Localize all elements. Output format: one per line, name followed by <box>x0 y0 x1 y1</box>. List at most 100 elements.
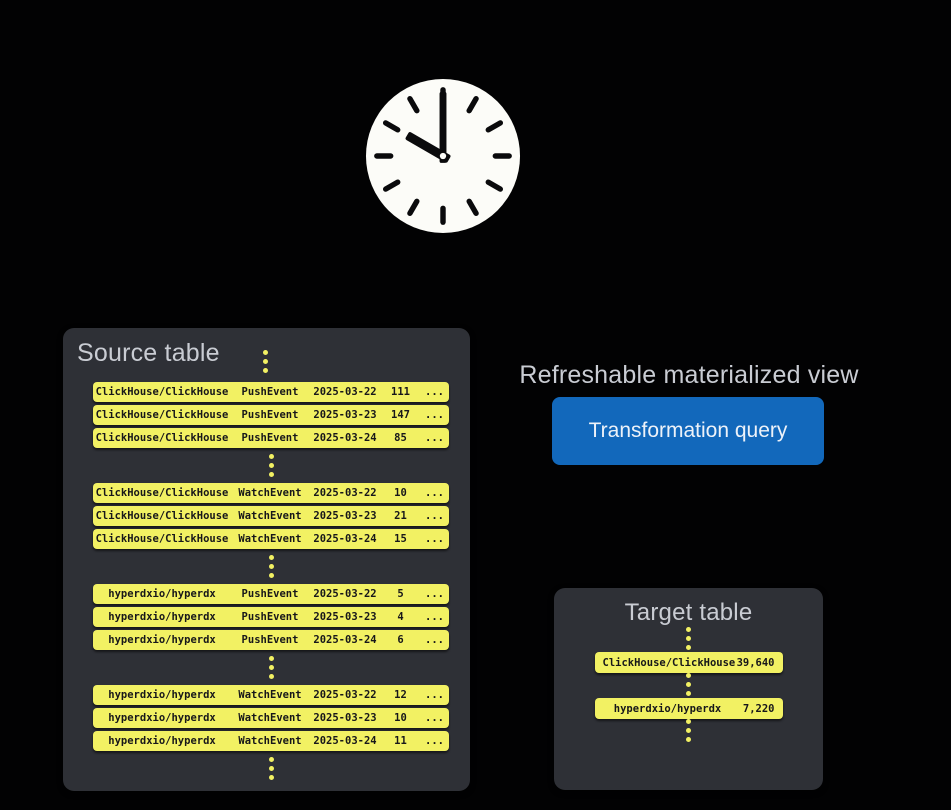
row-value: 7,220 <box>742 702 775 715</box>
row-date: 2025-03-22 <box>313 487 377 499</box>
vertical-ellipsis-icon <box>686 627 691 650</box>
row-ellipsis: ... <box>425 735 444 747</box>
row-count: 10 <box>394 487 407 499</box>
row-date: 2025-03-24 <box>313 533 377 545</box>
row-ellipsis: ... <box>425 712 444 724</box>
vertical-ellipsis-icon <box>93 555 449 578</box>
row-repo: hyperdxio/hyperdx <box>108 611 216 623</box>
transformation-query-button[interactable]: Transformation query <box>552 397 824 465</box>
clock-minute-hand <box>439 91 447 163</box>
vertical-ellipsis-icon <box>93 656 449 679</box>
row-repo: ClickHouse/ClickHouse <box>95 533 229 545</box>
vertical-ellipsis-icon <box>263 350 268 373</box>
row-date: 2025-03-23 <box>313 611 377 623</box>
row-ellipsis: ... <box>425 689 444 701</box>
table-row: hyperdxio/hyperdx PushEvent 2025-03-22 5… <box>93 584 449 604</box>
row-ellipsis: ... <box>425 487 444 499</box>
source-groups: ClickHouse/ClickHouse PushEvent 2025-03-… <box>93 382 449 780</box>
source-rows: hyperdxio/hyperdx WatchEvent 2025-03-22 … <box>93 685 449 751</box>
row-date: 2025-03-22 <box>313 588 377 600</box>
source-rows: ClickHouse/ClickHouse WatchEvent 2025-03… <box>93 483 449 549</box>
row-date: 2025-03-22 <box>313 689 377 701</box>
table-row: ClickHouse/ClickHouse WatchEvent 2025-03… <box>93 506 449 526</box>
row-count: 15 <box>394 533 407 545</box>
row-date: 2025-03-22 <box>313 386 377 398</box>
target-row-wrap: ClickHouse/ClickHouse 39,640 <box>594 650 783 696</box>
vertical-ellipsis-icon <box>93 454 449 477</box>
row-event: PushEvent <box>241 409 299 421</box>
row-event: WatchEvent <box>238 689 302 701</box>
target-table-panel: Target table ClickHouse/ClickHouse 39,64… <box>554 588 823 790</box>
row-event: WatchEvent <box>238 712 302 724</box>
table-row: hyperdxio/hyperdx PushEvent 2025-03-23 4… <box>93 607 449 627</box>
table-row: ClickHouse/ClickHouse PushEvent 2025-03-… <box>93 428 449 448</box>
row-repo: hyperdxio/hyperdx <box>108 712 216 724</box>
row-ellipsis: ... <box>425 510 444 522</box>
row-date: 2025-03-24 <box>313 432 377 444</box>
row-event: PushEvent <box>241 588 299 600</box>
row-repo: hyperdxio/hyperdx <box>613 702 722 715</box>
table-row: hyperdxio/hyperdx WatchEvent 2025-03-24 … <box>93 731 449 751</box>
table-row: ClickHouse/ClickHouse 39,640 <box>594 652 783 673</box>
table-row: hyperdxio/hyperdx PushEvent 2025-03-24 6… <box>93 630 449 650</box>
row-repo: ClickHouse/ClickHouse <box>95 487 229 499</box>
row-repo: hyperdxio/hyperdx <box>108 634 216 646</box>
row-repo: ClickHouse/ClickHouse <box>95 510 229 522</box>
row-ellipsis: ... <box>425 533 444 545</box>
row-ellipsis: ... <box>425 386 444 398</box>
row-count: 10 <box>394 712 407 724</box>
table-row: hyperdxio/hyperdx WatchEvent 2025-03-22 … <box>93 685 449 705</box>
source-row-group: ClickHouse/ClickHouse WatchEvent 2025-03… <box>93 483 449 578</box>
table-row: hyperdxio/hyperdx 7,220 <box>594 698 783 719</box>
source-row-group: ClickHouse/ClickHouse PushEvent 2025-03-… <box>93 382 449 477</box>
row-event: WatchEvent <box>238 533 302 545</box>
row-event: WatchEvent <box>238 510 302 522</box>
row-count: 5 <box>397 588 404 600</box>
row-repo: ClickHouse/ClickHouse <box>602 656 736 669</box>
row-date: 2025-03-24 <box>313 634 377 646</box>
vertical-ellipsis-icon <box>686 673 691 696</box>
row-event: PushEvent <box>241 386 299 398</box>
row-event: PushEvent <box>241 634 299 646</box>
row-event: WatchEvent <box>238 735 302 747</box>
row-repo: hyperdxio/hyperdx <box>108 735 216 747</box>
row-repo: hyperdxio/hyperdx <box>108 588 216 600</box>
source-row-group: hyperdxio/hyperdx WatchEvent 2025-03-22 … <box>93 685 449 780</box>
row-ellipsis: ... <box>425 634 444 646</box>
row-count: 12 <box>394 689 407 701</box>
row-count: 147 <box>391 409 410 421</box>
table-row: ClickHouse/ClickHouse WatchEvent 2025-03… <box>93 483 449 503</box>
row-repo: ClickHouse/ClickHouse <box>95 409 229 421</box>
target-table-title: Target table <box>624 599 753 626</box>
target-row-wrap: hyperdxio/hyperdx 7,220 <box>594 696 783 742</box>
source-rows: hyperdxio/hyperdx PushEvent 2025-03-22 5… <box>93 584 449 650</box>
source-rows: ClickHouse/ClickHouse PushEvent 2025-03-… <box>93 382 449 448</box>
row-count: 4 <box>397 611 404 623</box>
row-count: 11 <box>394 735 407 747</box>
table-row: ClickHouse/ClickHouse WatchEvent 2025-03… <box>93 529 449 549</box>
row-count: 85 <box>394 432 407 444</box>
row-date: 2025-03-23 <box>313 510 377 522</box>
row-ellipsis: ... <box>425 409 444 421</box>
source-row-group: hyperdxio/hyperdx PushEvent 2025-03-22 5… <box>93 584 449 679</box>
row-repo: hyperdxio/hyperdx <box>108 689 216 701</box>
row-count: 6 <box>397 634 404 646</box>
row-ellipsis: ... <box>425 588 444 600</box>
table-row: hyperdxio/hyperdx WatchEvent 2025-03-23 … <box>93 708 449 728</box>
row-count: 111 <box>391 386 410 398</box>
row-value: 39,640 <box>736 656 775 669</box>
row-ellipsis: ... <box>425 611 444 623</box>
table-row: ClickHouse/ClickHouse PushEvent 2025-03-… <box>93 382 449 402</box>
source-table-panel: Source table ClickHouse/ClickHouse PushE… <box>63 328 470 791</box>
row-repo: ClickHouse/ClickHouse <box>95 432 229 444</box>
row-repo: ClickHouse/ClickHouse <box>95 386 229 398</box>
target-rows: ClickHouse/ClickHouse 39,640 hyperdxio/h… <box>594 650 783 742</box>
row-event: PushEvent <box>241 432 299 444</box>
row-date: 2025-03-23 <box>313 712 377 724</box>
row-event: WatchEvent <box>238 487 302 499</box>
table-row: ClickHouse/ClickHouse PushEvent 2025-03-… <box>93 405 449 425</box>
clock-hour-hand <box>405 132 451 163</box>
vertical-ellipsis-icon <box>93 757 449 780</box>
source-table-title: Source table <box>77 339 220 367</box>
